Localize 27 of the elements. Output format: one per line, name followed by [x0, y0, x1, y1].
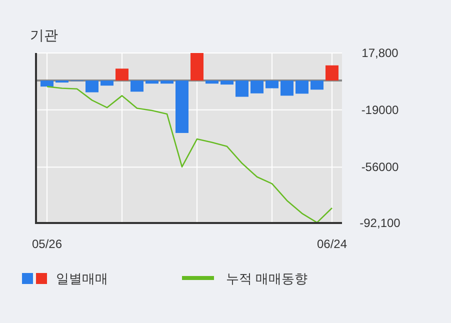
bar: [176, 80, 188, 133]
bar: [250, 80, 264, 94]
bar: [280, 80, 294, 96]
bar: [236, 80, 248, 97]
bar: [116, 68, 128, 81]
bar: [220, 80, 234, 85]
bar: [130, 80, 144, 92]
y-tick-label: -92,100: [360, 216, 401, 230]
bar: [86, 80, 98, 92]
bar: [146, 80, 158, 84]
bar: [190, 53, 204, 81]
x-tick-label: 05/26: [32, 237, 62, 251]
bar: [40, 80, 54, 87]
bar: [310, 80, 324, 90]
y-tick-label: -19000: [361, 102, 400, 117]
y-tick-label: -56000: [361, 160, 400, 174]
bar: [296, 80, 308, 94]
bar: [266, 80, 278, 88]
chart-title: 기관: [30, 27, 58, 43]
x-tick-label: 06/24: [316, 237, 348, 251]
legend-label: 누적 매매동향: [226, 271, 308, 286]
y-tick-label: 17,800: [362, 46, 399, 60]
bar: [100, 80, 114, 86]
bar: [326, 65, 338, 81]
bar: [206, 80, 218, 84]
legend-label: 일별매매: [56, 271, 108, 286]
bar: [160, 80, 174, 84]
